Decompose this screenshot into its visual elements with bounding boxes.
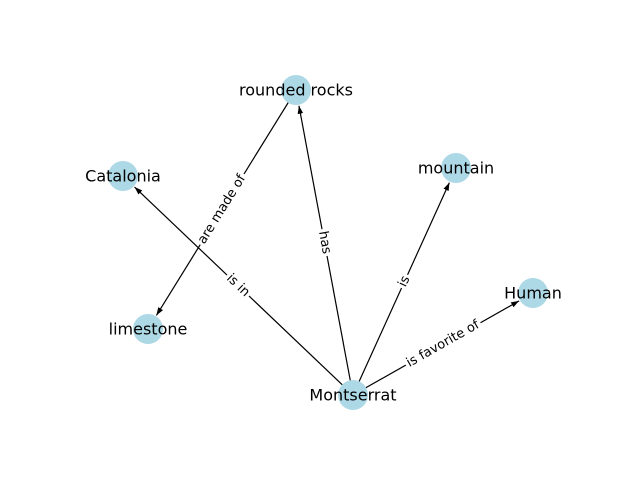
node-circle xyxy=(281,75,311,105)
edge-montserrat-mountain: is xyxy=(352,182,450,396)
edge-montserrat-rounded_rocks: has xyxy=(297,105,354,396)
edge-label-background xyxy=(193,169,252,250)
edge-label-background xyxy=(401,315,485,373)
node-circle xyxy=(441,153,471,183)
edge-montserrat-catalonia: is in xyxy=(134,186,354,396)
node-mountain: mountain xyxy=(418,153,494,183)
node-label: Human xyxy=(504,284,562,303)
edge-montserrat-human: is favorite of xyxy=(352,300,520,396)
edge-label-background xyxy=(393,271,416,292)
node-limestone: limestone xyxy=(109,314,188,344)
node-label: rounded rocks xyxy=(239,81,353,100)
node-circle xyxy=(338,380,368,410)
node-circle xyxy=(108,161,138,191)
node-montserrat: Montserrat xyxy=(309,380,397,410)
node-label: Catalonia xyxy=(85,167,161,186)
node-label: limestone xyxy=(109,320,188,339)
edge-label-group: is favorite of xyxy=(401,315,485,373)
edge-label-background xyxy=(313,227,336,258)
node-label: mountain xyxy=(418,159,494,178)
edge-label-group: is xyxy=(393,271,416,292)
edge-label: are made of xyxy=(195,172,249,247)
node-human: Human xyxy=(504,278,562,308)
node-label: Montserrat xyxy=(309,386,396,405)
node-rounded-rocks: rounded rocks xyxy=(239,75,353,105)
node-circle xyxy=(133,314,163,344)
node-circle xyxy=(518,278,548,308)
edge-label: is favorite of xyxy=(404,317,483,370)
edge-label-background xyxy=(221,268,255,303)
edge-label-group: has xyxy=(313,227,336,258)
edge-label-group: are made of xyxy=(193,169,252,250)
node-catalonia: Catalonia xyxy=(85,161,161,191)
edge-line xyxy=(352,182,450,396)
edge-label: has xyxy=(315,230,334,256)
